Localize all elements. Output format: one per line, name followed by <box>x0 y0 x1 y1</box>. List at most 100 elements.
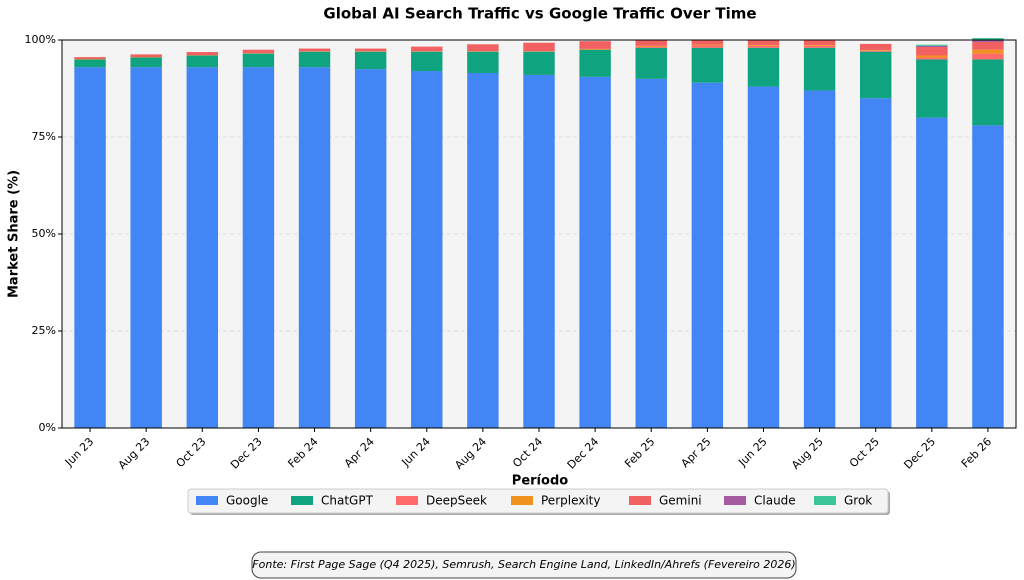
bar-segment <box>411 46 443 52</box>
legend-label: DeepSeek <box>426 494 487 508</box>
bar-segment <box>747 47 780 87</box>
bar-segment <box>691 44 724 46</box>
bar-segment <box>803 90 836 428</box>
x-tick-label: Dec 23 <box>228 435 265 472</box>
bar-segment <box>411 71 443 428</box>
y-tick-label: 100% <box>25 33 56 46</box>
bar-segment <box>130 57 162 68</box>
bar-segment <box>579 48 611 50</box>
bar-segment <box>916 57 948 60</box>
bar-segment <box>242 67 275 428</box>
x-tick-label: Jun 24 <box>399 435 433 469</box>
bar-segment <box>467 72 499 428</box>
bar-segment <box>972 38 1004 40</box>
y-tick-label: 25% <box>32 324 56 337</box>
x-tick-label: Apr 24 <box>342 435 377 470</box>
bar-segment <box>523 51 555 75</box>
bar-segment <box>747 45 780 48</box>
y-tick-label: 50% <box>32 227 56 240</box>
chart-title: Global AI Search Traffic vs Google Traff… <box>323 5 756 23</box>
bar-segment <box>523 74 555 429</box>
bar-segment <box>691 82 724 429</box>
legend-swatch <box>291 496 313 505</box>
bar-segment <box>972 125 1004 429</box>
legend-label: ChatGPT <box>321 494 374 508</box>
bar-segment <box>130 67 162 428</box>
bar-segment <box>635 45 667 47</box>
bar-segment <box>186 52 219 56</box>
x-tick-label: Feb 24 <box>285 435 320 470</box>
bar-segment <box>859 50 892 52</box>
bar-segment <box>467 44 499 52</box>
legend-label: Grok <box>844 494 872 508</box>
x-tick-label: Oct 24 <box>510 435 545 470</box>
bar-segment <box>411 51 443 72</box>
bar-segment <box>972 49 1004 54</box>
legend-swatch <box>511 496 533 505</box>
bar-segment <box>74 67 106 428</box>
bar-segment <box>803 40 836 46</box>
bar-segment <box>635 46 667 48</box>
bar-segment <box>354 51 387 70</box>
bar-segment <box>916 46 948 56</box>
legend-swatch <box>629 496 651 505</box>
bar-segment <box>747 45 780 46</box>
bar-segment <box>635 78 667 429</box>
bar-segment <box>747 40 780 46</box>
bar-segment <box>635 47 667 79</box>
bar-segment <box>916 117 948 428</box>
y-tick-label: 0% <box>39 421 56 434</box>
x-axis-title: Período <box>512 474 568 489</box>
legend-swatch <box>196 496 218 505</box>
legend-swatch <box>724 496 746 505</box>
x-tick-label: Aug 25 <box>789 435 826 472</box>
bar-segment <box>916 45 948 47</box>
source-box <box>251 551 797 579</box>
bar-segment <box>691 45 724 48</box>
x-tick-label: Jun 23 <box>62 435 96 469</box>
bar-segment <box>691 40 724 45</box>
bar-segment <box>579 76 611 429</box>
x-tick-label: Jun 25 <box>735 435 769 469</box>
x-tick-label: Oct 23 <box>174 435 209 470</box>
bar-segment <box>74 59 106 68</box>
bar-segment <box>691 47 724 83</box>
bar-segment <box>916 55 948 58</box>
bar-segment <box>635 40 667 46</box>
x-tick-label: Apr 25 <box>679 435 714 470</box>
plot-frame <box>61 39 1017 429</box>
bar-segment <box>354 69 387 428</box>
y-tick-label: 75% <box>32 130 56 143</box>
x-tick-label: Aug 23 <box>116 435 153 472</box>
bar-segment <box>859 98 892 428</box>
bar-segment <box>972 53 1004 60</box>
legend-swatch <box>814 496 836 505</box>
bar-segment <box>298 48 331 52</box>
bar-segment <box>916 59 948 118</box>
y-axis-title: Market Share (%) <box>7 170 22 298</box>
legend-label: Gemini <box>659 494 702 508</box>
bar-segment <box>298 67 331 428</box>
bar-segment <box>354 48 387 52</box>
bar-segment <box>298 51 331 68</box>
bar-segment <box>242 49 275 54</box>
bar-segment <box>916 44 948 46</box>
bar-segment <box>859 43 892 51</box>
x-tick-label: Feb 26 <box>959 435 994 470</box>
bar-segment <box>859 50 892 51</box>
bar-segment <box>467 51 499 73</box>
bar-segment <box>523 42 555 52</box>
x-tick-label: Aug 24 <box>452 435 489 472</box>
legend-label: Google <box>226 494 268 508</box>
x-tick-label: Dec 24 <box>565 435 602 472</box>
x-tick-label: Dec 25 <box>901 435 938 472</box>
bar-segment <box>74 57 106 60</box>
bar-segment <box>972 59 1004 126</box>
bar-segment <box>747 86 780 428</box>
legend-label: Claude <box>754 494 796 508</box>
legend-label: Perplexity <box>541 494 601 508</box>
bar-segment <box>803 45 836 46</box>
x-tick-label: Oct 25 <box>847 435 882 470</box>
bar-segment <box>242 53 275 68</box>
